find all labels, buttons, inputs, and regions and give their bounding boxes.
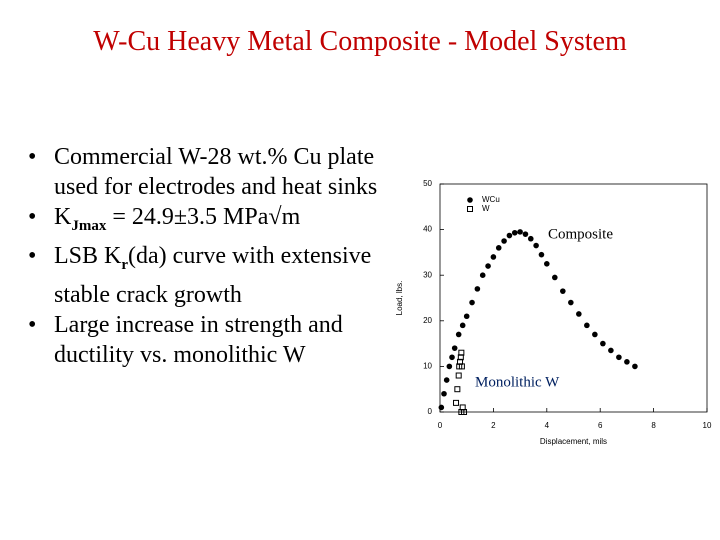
y-tick-label: 40: [423, 225, 432, 234]
data-point: [485, 263, 491, 269]
legend-marker: [467, 197, 473, 203]
data-point: [458, 349, 465, 356]
data-point: [544, 261, 550, 267]
y-tick-label: 10: [423, 362, 432, 371]
legend-label: WCu: [482, 195, 500, 204]
data-point: [616, 354, 622, 361]
bullet: Commercial W-28 wt.% Cu plate used for e…: [28, 142, 393, 202]
x-tick-label: 6: [598, 421, 603, 430]
data-point: [517, 229, 523, 235]
data-point: [438, 404, 445, 411]
subscript: r: [121, 256, 129, 273]
data-point: [474, 286, 481, 292]
x-tick-label: 0: [438, 421, 443, 430]
x-axis-label: Displacement, mils: [540, 437, 607, 446]
data-point: [451, 345, 458, 351]
data-point: [501, 238, 507, 244]
y-tick-label: 20: [423, 316, 432, 325]
data-point: [449, 354, 455, 361]
data-point: [568, 299, 574, 306]
subscript: Jmax: [71, 217, 107, 234]
y-tick-label: 0: [428, 407, 433, 416]
legend-marker: [467, 206, 473, 212]
bullet-list: Commercial W-28 wt.% Cu plate used for e…: [28, 142, 393, 370]
data-point: [600, 340, 606, 347]
bullet-text: LSB K: [54, 242, 122, 269]
slide-title: W-Cu Heavy Metal Composite - Model Syste…: [93, 26, 627, 57]
data-point: [538, 251, 545, 258]
annotation: Monolithic W: [475, 374, 560, 390]
data-point: [511, 229, 518, 236]
x-tick-label: 10: [703, 421, 712, 430]
data-point: [443, 377, 450, 383]
data-point: [441, 390, 447, 397]
data-point: [490, 254, 497, 260]
data-point: [455, 372, 462, 379]
plot-frame: [439, 183, 708, 413]
data-point: [458, 363, 465, 370]
annotation: Composite: [548, 226, 613, 242]
y-tick-label: 50: [423, 179, 432, 188]
bullet: LSB Kr(da) curve with extensive stable c…: [28, 241, 393, 310]
x-tick-label: 8: [651, 421, 656, 430]
data-point: [560, 288, 566, 294]
data-point: [463, 313, 470, 320]
data-point: [584, 322, 590, 329]
data-point: [632, 363, 638, 370]
data-point: [459, 322, 466, 329]
data-point: [461, 409, 468, 415]
x-tick-label: 4: [545, 421, 550, 430]
data-point: [608, 347, 614, 354]
data-point: [454, 386, 461, 393]
data-point: [624, 359, 630, 365]
data-point: [455, 331, 462, 338]
data-point: [479, 272, 486, 279]
data-point: [592, 331, 598, 338]
bullet: KJmax = 24.9±3.5 MPa√m: [28, 202, 393, 241]
data-point: [506, 232, 513, 239]
y-tick-label: 30: [423, 270, 432, 279]
x-tick-label: 2: [491, 421, 496, 430]
data-point: [533, 242, 539, 249]
bullet-text: = 24.9±3.5 MPa√m: [106, 204, 301, 230]
bullet-text: Commercial W-28 wt.% Cu plate used for e…: [54, 144, 378, 200]
data-point: [453, 399, 460, 406]
data-point: [495, 245, 502, 251]
data-point: [469, 299, 475, 306]
bullet: Large increase in strength and ductility…: [28, 310, 393, 370]
data-point: [527, 235, 534, 242]
data-point: [576, 311, 582, 317]
bullet-text: Large increase in strength and ductility…: [54, 311, 343, 368]
bullet-text: (da) curve with extensive stable crack g…: [54, 242, 372, 308]
data-point: [552, 274, 558, 281]
data-point: [446, 363, 453, 370]
y-axis-label: Load, lbs.: [395, 281, 404, 316]
data-point: [522, 231, 529, 237]
legend-label: W: [482, 204, 490, 213]
bullet-text: K: [54, 204, 72, 230]
